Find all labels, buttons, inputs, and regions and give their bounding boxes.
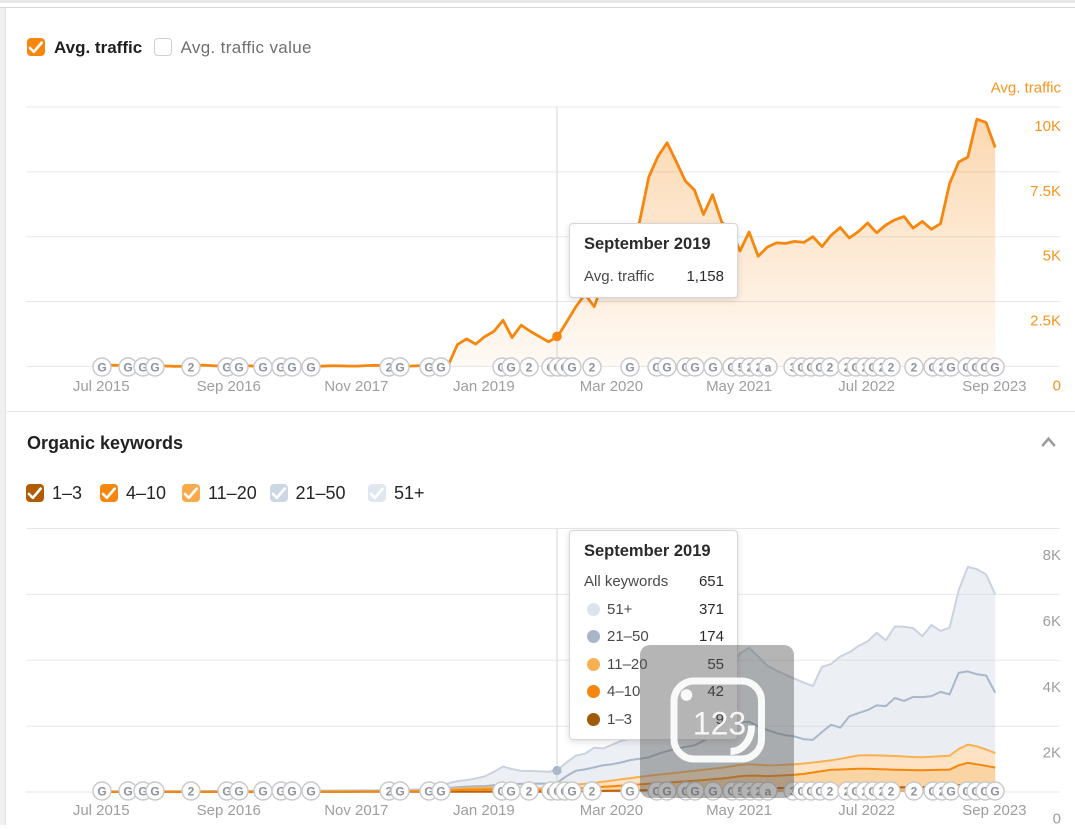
svg-text:2: 2 xyxy=(589,360,596,374)
svg-text:5K: 5K xyxy=(1043,248,1061,265)
svg-text:2: 2 xyxy=(911,360,918,374)
svg-text:G: G xyxy=(276,360,285,374)
svg-text:G: G xyxy=(662,360,671,374)
svg-text:G: G xyxy=(97,360,106,374)
svg-text:G: G xyxy=(690,784,699,798)
svg-text:Jul 2022: Jul 2022 xyxy=(838,802,895,819)
svg-text:Nov 2017: Nov 2017 xyxy=(324,802,388,819)
svg-text:Sep 2023: Sep 2023 xyxy=(962,802,1026,819)
svg-text:G: G xyxy=(506,784,515,798)
svg-text:G: G xyxy=(990,360,999,374)
svg-text:G: G xyxy=(138,360,147,374)
svg-text:G: G xyxy=(946,784,955,798)
svg-text:G: G xyxy=(815,784,824,798)
svg-text:2: 2 xyxy=(888,784,895,798)
svg-text:G: G xyxy=(662,784,671,798)
svg-text:G: G xyxy=(567,784,576,798)
svg-text:G: G xyxy=(222,784,231,798)
svg-text:Jan 2019: Jan 2019 xyxy=(453,378,515,395)
svg-text:Mar 2020: Mar 2020 xyxy=(580,802,643,819)
svg-text:G: G xyxy=(690,360,699,374)
svg-text:0: 0 xyxy=(1053,377,1061,394)
svg-text:G: G xyxy=(815,360,824,374)
svg-text:a: a xyxy=(765,360,772,374)
svg-text:G: G xyxy=(990,784,999,798)
svg-text:2: 2 xyxy=(386,784,393,798)
svg-text:0: 0 xyxy=(1053,811,1061,825)
svg-text:G: G xyxy=(567,360,576,374)
svg-text:G: G xyxy=(506,360,515,374)
svg-text:Avg. traffic: Avg. traffic xyxy=(991,80,1062,97)
svg-text:Jul 2015: Jul 2015 xyxy=(73,802,130,819)
svg-text:G: G xyxy=(234,360,243,374)
svg-text:G: G xyxy=(946,360,955,374)
svg-text:Sep 2016: Sep 2016 xyxy=(197,802,261,819)
svg-text:G: G xyxy=(306,784,315,798)
svg-text:6K: 6K xyxy=(1043,613,1061,630)
svg-text:2.5K: 2.5K xyxy=(1030,313,1061,330)
svg-text:2: 2 xyxy=(589,784,596,798)
svg-text:G: G xyxy=(424,784,433,798)
svg-text:G: G xyxy=(150,360,159,374)
svg-text:G: G xyxy=(276,784,285,798)
svg-text:Sep 2016: Sep 2016 xyxy=(197,378,261,395)
svg-text:Jul 2022: Jul 2022 xyxy=(838,378,895,395)
svg-text:G: G xyxy=(625,360,634,374)
svg-text:G: G xyxy=(222,360,231,374)
svg-text:2: 2 xyxy=(386,360,393,374)
svg-text:2: 2 xyxy=(827,360,834,374)
svg-text:Jan 2019: Jan 2019 xyxy=(453,802,515,819)
svg-text:G: G xyxy=(652,784,661,798)
svg-text:Nov 2017: Nov 2017 xyxy=(324,378,388,395)
svg-text:G: G xyxy=(652,360,661,374)
svg-text:7.5K: 7.5K xyxy=(1030,183,1061,200)
svg-text:Jul 2015: Jul 2015 xyxy=(73,378,130,395)
svg-text:G: G xyxy=(123,360,132,374)
svg-text:2: 2 xyxy=(827,784,834,798)
svg-text:2K: 2K xyxy=(1043,745,1061,762)
svg-text:G: G xyxy=(123,784,132,798)
svg-text:2: 2 xyxy=(526,360,533,374)
svg-text:G: G xyxy=(395,784,404,798)
svg-text:G: G xyxy=(150,784,159,798)
svg-text:10K: 10K xyxy=(1034,118,1061,135)
svg-text:Mar 2020: Mar 2020 xyxy=(580,378,643,395)
svg-text:8K: 8K xyxy=(1043,547,1061,564)
svg-text:G: G xyxy=(424,360,433,374)
svg-text:G: G xyxy=(287,360,296,374)
svg-text:G: G xyxy=(306,360,315,374)
svg-text:2: 2 xyxy=(188,784,195,798)
svg-text:G: G xyxy=(138,784,147,798)
svg-text:2: 2 xyxy=(188,360,195,374)
svg-text:G: G xyxy=(258,360,267,374)
svg-text:G: G xyxy=(436,784,445,798)
svg-text:123: 123 xyxy=(693,705,746,741)
svg-text:G: G xyxy=(436,360,445,374)
svg-text:2: 2 xyxy=(888,360,895,374)
svg-text:4K: 4K xyxy=(1043,679,1061,696)
svg-text:G: G xyxy=(234,784,243,798)
svg-text:G: G xyxy=(395,360,404,374)
svg-text:G: G xyxy=(287,784,296,798)
svg-text:a: a xyxy=(765,784,772,798)
svg-text:2: 2 xyxy=(526,784,533,798)
svg-text:May 2021: May 2021 xyxy=(706,378,772,395)
svg-text:G: G xyxy=(258,784,267,798)
svg-text:G: G xyxy=(708,784,717,798)
svg-text:2: 2 xyxy=(911,784,918,798)
svg-text:G: G xyxy=(980,360,989,374)
svg-text:Sep 2023: Sep 2023 xyxy=(962,378,1026,395)
svg-text:May 2021: May 2021 xyxy=(706,802,772,819)
svg-text:G: G xyxy=(708,360,717,374)
svg-text:G: G xyxy=(97,784,106,798)
svg-text:G: G xyxy=(980,784,989,798)
svg-text:G: G xyxy=(625,784,634,798)
